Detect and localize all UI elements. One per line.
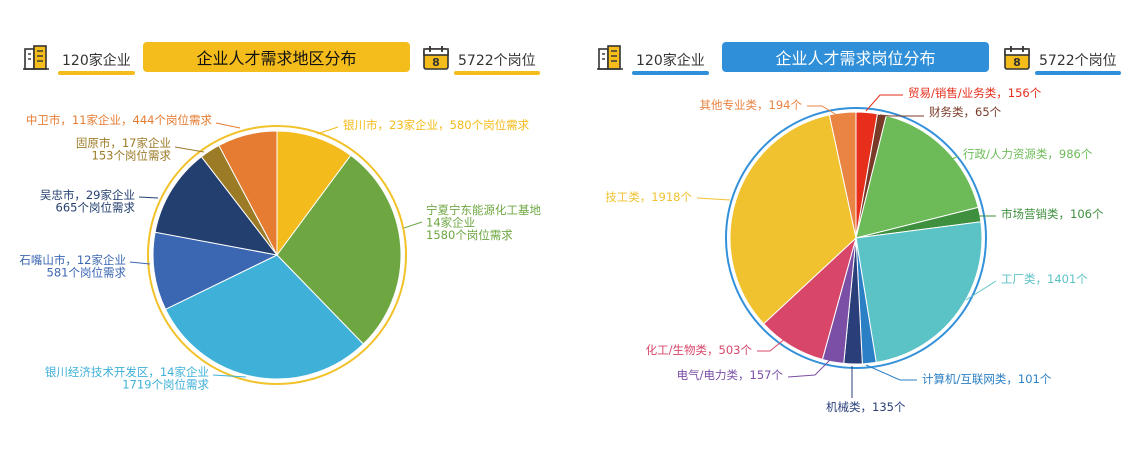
slice-label: 贸易/销售/业务类，156个 xyxy=(908,86,1042,100)
job-pie-chart: 贸易/销售/业务类，156个财务类，65个行政/人力资源类，986个市场营销类，… xyxy=(605,86,1104,414)
slice-label: 其他专业类，194个 xyxy=(700,98,803,112)
slice-label: 财务类，65个 xyxy=(929,105,1002,119)
calendar-icon: 8 xyxy=(423,46,449,70)
slice-label: 电气/电力类，157个 xyxy=(677,368,784,382)
slice-label: 14家企业 xyxy=(426,216,475,230)
underline xyxy=(632,71,709,75)
pie-slice[interactable] xyxy=(276,154,402,345)
left-chart-title: 企业人才需求地区分布 xyxy=(143,42,410,72)
svg-text:8: 8 xyxy=(432,56,440,69)
slice-label: 宁夏宁东能源化工基地 xyxy=(426,203,541,217)
slice-label-leader xyxy=(212,374,247,378)
slice-label-leader xyxy=(138,196,159,199)
slice-label: 技工类，1918个 xyxy=(605,190,692,204)
slice-label: 行政/人力资源类，986个 xyxy=(963,147,1093,161)
slice-label: 581个岗位需求 xyxy=(47,266,127,280)
left-positions-text: 5722个岗位 xyxy=(458,53,536,69)
slice-label-leader xyxy=(403,221,423,229)
slice-label: 石嘴山市，12家企业 xyxy=(19,253,126,267)
slice-label: 市场营销类，106个 xyxy=(1001,207,1104,221)
right-companies-count: 120家企业 xyxy=(632,50,709,75)
right-positions-text: 5722个岗位 xyxy=(1039,53,1117,69)
slice-label: 中卫市，11家企业，444个岗位需求 xyxy=(26,113,213,127)
slice-label: 665个岗位需求 xyxy=(56,201,136,215)
pie-slice[interactable] xyxy=(164,254,365,380)
slice-label-leader xyxy=(965,280,997,301)
building-icon xyxy=(23,45,49,70)
slice-label: 计算机/互联网类，101个 xyxy=(922,372,1052,386)
slice-label-leader xyxy=(807,105,841,118)
slice-label-leader xyxy=(215,122,241,129)
slice-label-leader xyxy=(879,114,924,117)
right-positions-count: 5722个岗位 xyxy=(1035,50,1121,75)
left-title-text: 企业人才需求地区分布 xyxy=(196,49,357,68)
slice-label: 1580个岗位需求 xyxy=(426,228,513,242)
pie-outer-ring xyxy=(147,125,407,385)
slice-label: 化工/生物类，503个 xyxy=(646,343,753,357)
slice-label-leader xyxy=(129,261,151,265)
slice-label-leader xyxy=(696,197,731,201)
slice-label-leader xyxy=(865,94,903,112)
pie-slice[interactable] xyxy=(828,111,857,239)
pie-slice[interactable] xyxy=(154,155,279,256)
right-chart-title: 企业人才需求岗位分布 xyxy=(722,42,989,72)
right-panel-header: 120家企业 企业人才需求岗位分布 8 5722个岗位 xyxy=(596,42,1126,76)
slice-label: 固原市，17家企业 xyxy=(76,136,171,150)
pie-slice[interactable] xyxy=(218,130,278,256)
slice-label: 机械类，135个 xyxy=(826,400,906,414)
underline xyxy=(58,71,135,75)
left-companies-count: 120家企业 xyxy=(58,50,135,75)
slice-label: 吴忠市，29家企业 xyxy=(40,188,135,202)
region-pie-chart: 银川市，23家企业，580个岗位需求宁夏宁东能源化工基地14家企业1580个岗位… xyxy=(19,113,541,392)
slice-label: 银川市，23家企业，580个岗位需求 xyxy=(343,118,530,132)
pie-slice[interactable] xyxy=(855,221,983,363)
slice-label-leader xyxy=(757,337,787,352)
underline xyxy=(454,71,540,75)
slice-label-leader xyxy=(787,358,832,378)
right-companies-text: 120家企业 xyxy=(636,53,705,69)
slice-label-leader xyxy=(865,364,917,381)
left-companies-text: 120家企业 xyxy=(62,53,131,69)
pie-slice[interactable] xyxy=(855,115,979,239)
calendar-icon: 8 xyxy=(1004,46,1030,70)
building-icon xyxy=(597,45,623,70)
pie-slice[interactable] xyxy=(276,130,352,257)
svg-text:8: 8 xyxy=(1013,56,1021,69)
slice-label-leader xyxy=(174,146,205,153)
slice-label-leader xyxy=(940,155,959,166)
slice-label: 1719个岗位需求 xyxy=(122,378,209,392)
pie-outer-ring xyxy=(725,107,987,369)
slice-label: 153个岗位需求 xyxy=(92,149,172,163)
pie-slice[interactable] xyxy=(152,231,279,310)
right-title-text: 企业人才需求岗位分布 xyxy=(775,49,936,68)
left-positions-count: 5722个岗位 xyxy=(454,50,540,75)
slice-label: 银川经济技术开发区，14家企业 xyxy=(45,365,209,379)
slice-label-leader xyxy=(316,126,339,135)
left-panel-header: 120家企业 企业人才需求地区分布 8 5722个岗位 xyxy=(22,42,542,76)
pie-slice[interactable] xyxy=(729,114,857,325)
slice-label: 工厂类，1401个 xyxy=(1001,272,1088,286)
underline xyxy=(1035,71,1121,75)
